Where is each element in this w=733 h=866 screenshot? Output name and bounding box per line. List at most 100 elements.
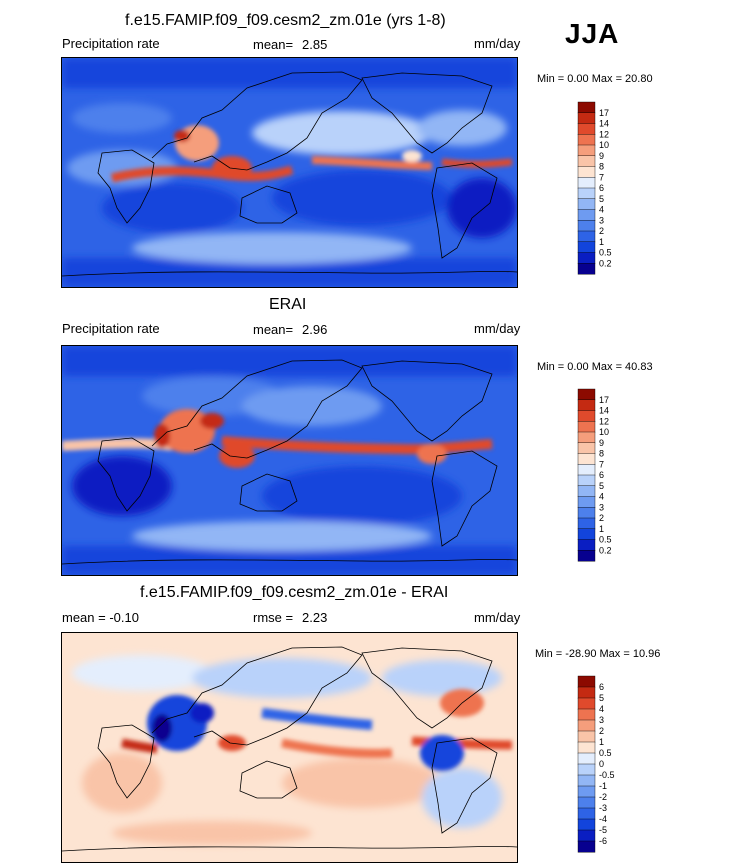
panel-3-map xyxy=(61,632,518,863)
panel-1-mean-value: 2.85 xyxy=(302,37,328,52)
panel-2-colorbar-box xyxy=(577,474,596,487)
panel-1-colorbar-box xyxy=(577,241,596,254)
panel-3-coastline-antarctica xyxy=(62,846,517,852)
panel-2-colorbar-tick-label: 1 xyxy=(599,524,604,534)
panel-1-colorbar-box xyxy=(577,198,596,211)
panel-1-colorbar-tick-label: 10 xyxy=(599,140,609,150)
panel-3-colorbar-tick-label: -6 xyxy=(599,836,607,846)
panel-1-colorbar-tick-label: 2 xyxy=(599,226,604,236)
panel-2-coastline-namerica xyxy=(361,360,493,442)
panel-3-coastline-australia xyxy=(239,760,298,799)
panel-3-colorbar-box xyxy=(577,763,596,776)
panel-1-colorbar-tick-label: 3 xyxy=(599,215,604,225)
panel-1-coastline-antarctica xyxy=(62,271,517,277)
panel-3-colorbar-box xyxy=(577,807,596,820)
panel-1-colorbar-box xyxy=(577,187,596,200)
panel-1-colorbar-tick-label: 7 xyxy=(599,172,604,182)
panel-1-colorbar-box xyxy=(577,166,596,178)
panel-2-colorbar-tick-label: 10 xyxy=(599,427,609,437)
panel-2-variable-label: Precipitation rate xyxy=(62,321,160,336)
panel-1-colorbar-box xyxy=(577,101,596,114)
panel-2-colorbar-tick-label: 2 xyxy=(599,513,604,523)
panel-1-coastline-namerica xyxy=(361,72,493,154)
panel-3-colorbar-tick-label: 6 xyxy=(599,682,604,692)
panel-2-colorbar-tick-label: 12 xyxy=(599,416,609,426)
panel-1-colorbar-tick-label: 9 xyxy=(599,151,604,161)
panel-1-title: f.e15.FAMIP.f09_f09.cesm2_zm.01e (yrs 1-… xyxy=(125,12,446,29)
panel-2-minmax: Min = 0.00 Max = 40.83 xyxy=(537,361,653,373)
panel-2-colorbar-box xyxy=(577,550,596,562)
panel-2-colorbar-box xyxy=(577,453,596,465)
panel-2-colorbar-box xyxy=(577,442,596,455)
panel-3-colorbar-tick-label: -1 xyxy=(599,781,607,791)
panel-2-colorbar-box xyxy=(577,388,596,401)
panel-3-units: mm/day xyxy=(474,610,521,625)
panel-1-colorbar-box xyxy=(577,252,596,264)
panel-3-minmax: Min = -28.90 Max = 10.96 xyxy=(535,648,661,660)
panel-1-coastline-asia xyxy=(151,71,363,171)
panel-3-colorbar: 6 5 4 3 2 1 0.5 0 -0.5 -1 -2 -3 -4 -5 -6 xyxy=(577,675,638,856)
panel-3-colorbar-tick-label: 3 xyxy=(599,715,604,725)
panel-1-colorbar-box xyxy=(577,112,596,125)
panel-3-colorbar-tick-label: -4 xyxy=(599,814,607,824)
panel-1-colorbar-box xyxy=(577,144,596,157)
panel-2-colorbar-box xyxy=(577,464,596,476)
panel-1-coastline-australia xyxy=(239,185,298,224)
panel-2-colorbar-box xyxy=(577,528,596,541)
panel-2-colorbar-tick-label: 14 xyxy=(599,406,609,416)
panel-3-colorbar-box xyxy=(577,708,596,721)
panel-1-mean-label: mean= xyxy=(253,37,294,52)
panel-2-coastline-samerica xyxy=(431,450,498,547)
panel-2-colorbar-tick-label: 3 xyxy=(599,502,604,512)
panel-1-colorbar: 17 14 12 10 9 8 7 6 5 4 3 2 1 0.5 0.2 xyxy=(577,101,638,277)
panel-2-colorbar-box xyxy=(577,507,596,519)
panel-1-colorbar-box xyxy=(577,230,596,243)
panel-2-map xyxy=(61,345,518,576)
panel-3-colorbar-box xyxy=(577,675,596,688)
panel-3-colorbar-box xyxy=(577,730,596,743)
panel-3-colorbar-tick-label: 1 xyxy=(599,737,604,747)
panel-3-coastline-namerica xyxy=(361,647,493,729)
panel-3-rmse-value: 2.23 xyxy=(302,610,328,625)
panel-3-coastline-africa xyxy=(97,724,155,799)
panel-3-colorbar-box xyxy=(577,697,596,710)
panel-1-coastline-samerica xyxy=(431,162,498,259)
panel-3-colorbar-tick-label: -3 xyxy=(599,803,607,813)
panel-2-colorbar-box xyxy=(577,496,596,508)
panel-1-variable-label: Precipitation rate xyxy=(62,36,160,51)
panel-2-units: mm/day xyxy=(474,321,521,336)
panel-2-colorbar-box xyxy=(577,539,596,551)
panel-2-coastline-africa xyxy=(97,437,155,512)
panel-1-colorbar-box xyxy=(577,177,596,189)
panel-3-colorbar-tick-label: 5 xyxy=(599,693,604,703)
panel-1-colorbar-tick-label: 14 xyxy=(599,119,609,129)
panel-1-colorbar-box xyxy=(577,220,596,232)
panel-2-colorbar-tick-label: 6 xyxy=(599,470,604,480)
panel-2-mean-label: mean= xyxy=(253,322,294,337)
panel-2-colorbar-tick-label: 0.2 xyxy=(599,545,612,555)
panel-1-colorbar-tick-label: 8 xyxy=(599,162,604,172)
panel-3-colorbar-box xyxy=(577,818,596,831)
panel-2-colorbar-tick-label: 9 xyxy=(599,438,604,448)
panel-1-colorbar-tick-label: 5 xyxy=(599,194,604,204)
panel-3-colorbar-tick-label: -2 xyxy=(599,792,607,802)
panel-3-colorbar-box xyxy=(577,719,596,732)
panel-1-colorbar-tick-label: 17 xyxy=(599,108,609,118)
panel-3-colorbar-box xyxy=(577,686,596,699)
panel-1-minmax: Min = 0.00 Max = 20.80 xyxy=(537,73,653,85)
panel-1-colorbar-tick-label: 0.2 xyxy=(599,258,612,268)
season-label: JJA xyxy=(565,18,620,49)
panel-2-colorbar-box xyxy=(577,399,596,412)
panel-1-colorbar-tick-label: 12 xyxy=(599,129,609,139)
panel-1-colorbar-tick-label: 6 xyxy=(599,183,604,193)
panel-3-coastline-asia xyxy=(151,646,363,746)
panel-3-mean-text: mean = -0.10 xyxy=(62,610,139,625)
panel-2-colorbar-box xyxy=(577,431,596,444)
panel-2-title: ERAI xyxy=(269,296,307,313)
panel-1-map xyxy=(61,57,518,288)
panel-1-colorbar-tick-label: 0.5 xyxy=(599,248,612,258)
panel-3-title: f.e15.FAMIP.f09_f09.cesm2_zm.01e - ERAI xyxy=(140,584,449,601)
panel-3-colorbar-box xyxy=(577,741,596,754)
panel-1-units: mm/day xyxy=(474,36,521,51)
panel-3-colorbar-tick-label: 2 xyxy=(599,726,604,736)
